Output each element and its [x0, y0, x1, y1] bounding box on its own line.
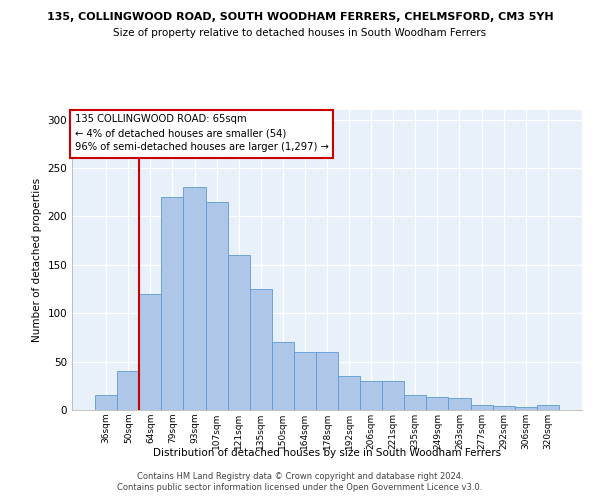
Bar — [360, 381, 382, 410]
Bar — [448, 398, 470, 410]
Bar — [493, 406, 515, 410]
Text: 135 COLLINGWOOD ROAD: 65sqm
← 4% of detached houses are smaller (54)
96% of semi: 135 COLLINGWOOD ROAD: 65sqm ← 4% of deta… — [74, 114, 328, 152]
Bar — [272, 342, 294, 410]
Text: 135, COLLINGWOOD ROAD, SOUTH WOODHAM FERRERS, CHELMSFORD, CM3 5YH: 135, COLLINGWOOD ROAD, SOUTH WOODHAM FER… — [47, 12, 553, 22]
Text: Distribution of detached houses by size in South Woodham Ferrers: Distribution of detached houses by size … — [153, 448, 501, 458]
Text: Contains HM Land Registry data © Crown copyright and database right 2024.: Contains HM Land Registry data © Crown c… — [137, 472, 463, 481]
Text: Size of property relative to detached houses in South Woodham Ferrers: Size of property relative to detached ho… — [113, 28, 487, 38]
Text: Contains public sector information licensed under the Open Government Licence v3: Contains public sector information licen… — [118, 484, 482, 492]
Bar — [404, 396, 427, 410]
Bar — [427, 398, 448, 410]
Bar — [139, 294, 161, 410]
Bar — [515, 407, 537, 410]
Bar — [382, 381, 404, 410]
Bar — [470, 405, 493, 410]
Bar — [250, 289, 272, 410]
Bar — [206, 202, 227, 410]
Bar — [294, 352, 316, 410]
Bar — [161, 197, 184, 410]
Bar — [95, 396, 117, 410]
Bar — [338, 376, 360, 410]
Bar — [184, 188, 206, 410]
Bar — [117, 372, 139, 410]
Bar — [227, 255, 250, 410]
Y-axis label: Number of detached properties: Number of detached properties — [32, 178, 42, 342]
Bar — [537, 405, 559, 410]
Bar — [316, 352, 338, 410]
